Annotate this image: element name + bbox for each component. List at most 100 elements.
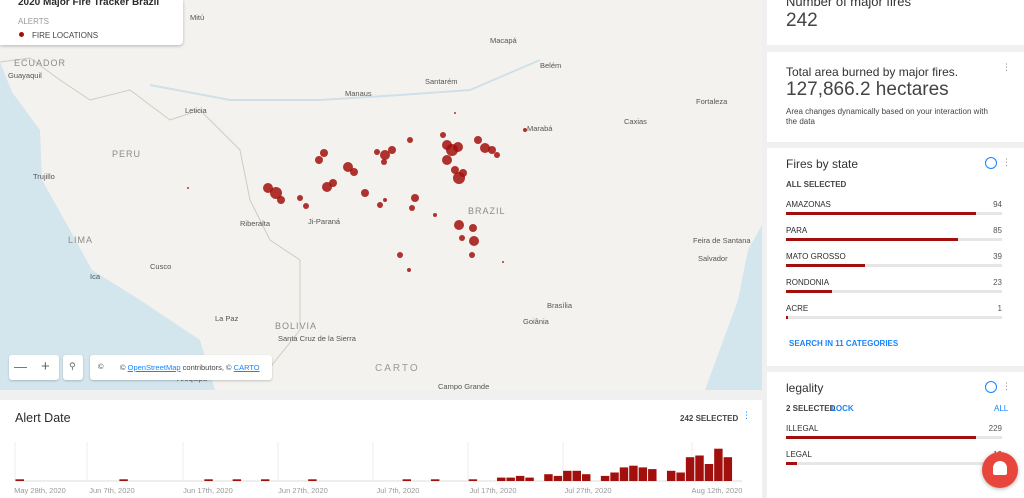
- place-label: Leticia: [185, 106, 208, 115]
- states-title: Fires by state: [786, 157, 859, 171]
- zoom-control: — +: [9, 355, 59, 380]
- bar: [786, 264, 865, 267]
- place-label: Belém: [540, 61, 561, 70]
- place-label: Campo Grande: [438, 382, 489, 390]
- carto-link[interactable]: CARTO: [233, 363, 260, 372]
- category-label: ACRE: [786, 304, 809, 313]
- legend-title: ALERTS: [18, 17, 49, 26]
- osm-link[interactable]: OpenStreetMap: [127, 363, 181, 372]
- fire-point: [270, 187, 282, 199]
- place-label: Macapá: [490, 36, 518, 45]
- menu[interactable]: ⋮: [1002, 381, 1011, 391]
- place-label: Salvador: [698, 254, 728, 263]
- place-label: Manaus: [345, 89, 372, 98]
- bar: [786, 212, 976, 215]
- place-label: PERU: [112, 149, 141, 159]
- fire-point: [343, 162, 353, 172]
- bar: [704, 464, 714, 481]
- place-label: Riberalta: [240, 219, 271, 228]
- bar: [232, 479, 242, 481]
- notification-button[interactable]: [982, 452, 1018, 488]
- bar: [204, 479, 213, 481]
- place-label: Goiânia: [523, 317, 550, 326]
- category-label: LEGAL: [786, 450, 812, 459]
- fire-point: [380, 150, 390, 160]
- fire-point: [350, 168, 358, 176]
- zoom-in[interactable]: +: [41, 358, 50, 375]
- fire-point: [440, 132, 446, 138]
- search-button[interactable]: ⚲: [63, 355, 83, 380]
- x-tick-label: May 28th, 2020: [14, 486, 66, 495]
- fire-point: [329, 179, 337, 187]
- search-categories[interactable]: SEARCH IN 11 CATEGORIES: [789, 339, 899, 348]
- bar: [563, 470, 572, 481]
- bar: [468, 479, 478, 481]
- place-label: Santarém: [425, 77, 458, 86]
- fire-point: [474, 136, 482, 144]
- fire-point: [488, 146, 496, 154]
- category-label: AMAZONAS: [786, 200, 831, 209]
- bar-track: [786, 462, 1002, 465]
- bar-track: [786, 316, 1002, 319]
- histogram-card: Alert Date 242 SELECTED ⋮ May 28th, 2020…: [0, 400, 762, 498]
- menu[interactable]: ⋮: [1002, 62, 1011, 72]
- fire-point: [469, 252, 475, 258]
- fire-point: [381, 159, 387, 165]
- fire-point: [277, 196, 285, 204]
- bar: [553, 475, 563, 481]
- fire-point: [297, 195, 303, 201]
- menu[interactable]: ⋮: [1002, 157, 1011, 167]
- bar: [666, 470, 676, 481]
- menu[interactable]: ⋮: [742, 410, 751, 420]
- x-tick-label: Aug 12th, 2020: [692, 486, 743, 495]
- place-label: Ica: [90, 272, 101, 281]
- bar: [786, 462, 797, 465]
- bar: [629, 465, 638, 481]
- place-label: Feira de Santana: [693, 236, 751, 245]
- filter-icon[interactable]: [985, 157, 997, 169]
- land: [0, 0, 762, 390]
- lock[interactable]: LOCK: [831, 404, 854, 413]
- place-label: ECUADOR: [14, 58, 66, 68]
- category-label: ILLEGAL: [786, 424, 819, 433]
- fire-points: [187, 112, 527, 272]
- place-label: La Paz: [215, 314, 239, 323]
- map[interactable]: Mitú Macapá Belém Guayaquil ECUADOR Santarém M…: [0, 0, 762, 390]
- attribution: © © OpenStreetMap contributors, © CARTO: [90, 355, 272, 380]
- filter-icon[interactable]: [985, 381, 997, 393]
- legend-swatch: [19, 32, 24, 37]
- area-title: Total area burned by major fires.: [786, 65, 959, 79]
- fires-value: 242: [786, 10, 818, 31]
- zoom-out[interactable]: —: [14, 359, 27, 374]
- place-label: Santa Cruz de la Sierra: [278, 334, 357, 343]
- fire-point: [469, 236, 479, 246]
- fire-point: [409, 205, 415, 211]
- area-card: ⋮ Total area burned by major fires. 127,…: [767, 52, 1024, 142]
- x-tick-label: Jul 7th, 2020: [377, 486, 420, 495]
- fire-point: [480, 143, 490, 153]
- category-value: 85: [993, 226, 1002, 235]
- states-card: Fires by state ⋮ ALL SELECTED AMAZONAS 94…: [767, 148, 1024, 366]
- place-label: Guayaquil: [8, 71, 42, 80]
- bar: [402, 479, 412, 481]
- bar: [544, 474, 553, 481]
- fires-card: Number of major fires 242: [767, 0, 1024, 45]
- category-value: 39: [993, 252, 1002, 261]
- category-value: 1: [997, 304, 1002, 313]
- select-all[interactable]: ALL: [994, 404, 1009, 413]
- bar-track: [786, 264, 1002, 267]
- bar: [430, 479, 440, 481]
- category-label: MATO GROSSO: [786, 252, 846, 261]
- area-note: Area changes dynamically based on your i…: [786, 107, 988, 126]
- category-value: 94: [993, 200, 1002, 209]
- place-label: Mitú: [190, 13, 204, 22]
- bar: [648, 469, 657, 481]
- fire-point: [388, 146, 396, 154]
- fire-point: [454, 112, 456, 114]
- fire-point: [451, 166, 459, 174]
- fire-point: [459, 235, 465, 241]
- histogram-title: Alert Date: [15, 411, 71, 425]
- fire-point: [502, 261, 504, 263]
- x-tick-label: Jun 27th, 2020: [278, 486, 328, 495]
- fire-point: [187, 187, 189, 189]
